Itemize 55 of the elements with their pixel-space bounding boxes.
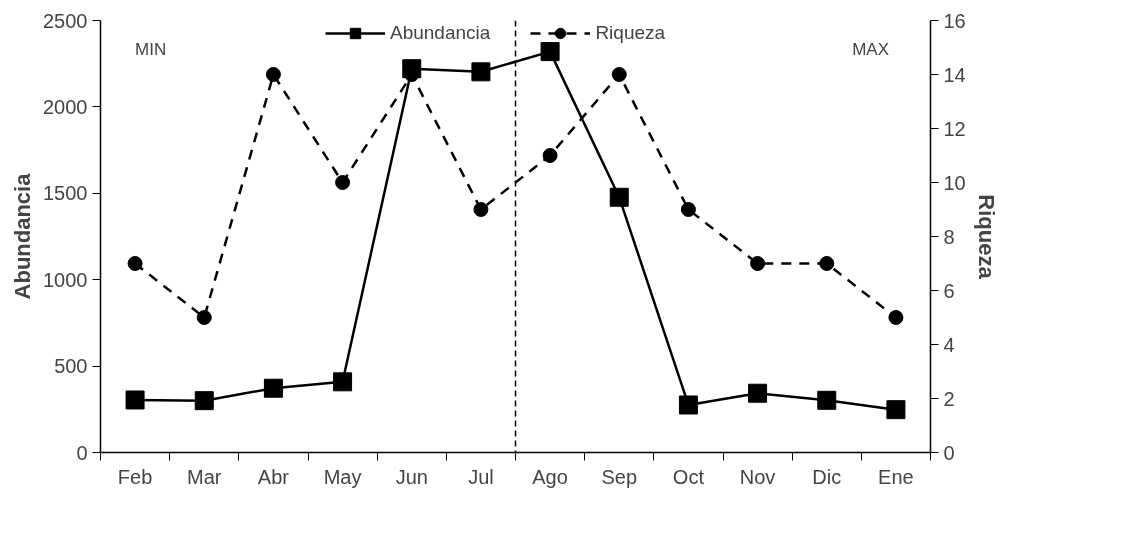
y-tick-label: 0	[76, 441, 88, 464]
y-tick-label: 2000	[43, 95, 88, 118]
y-tick-label: 1000	[43, 268, 88, 291]
point	[540, 42, 560, 62]
y2-tick-label: 6	[943, 279, 955, 302]
y2-tick-label: 0	[943, 441, 955, 464]
point	[886, 400, 906, 420]
point	[265, 67, 281, 82]
y-tick-label: 1500	[43, 182, 88, 205]
point	[196, 310, 212, 325]
x-tick-label: Dic	[812, 465, 842, 488]
point	[471, 62, 491, 82]
x-tick-label: May	[323, 465, 362, 488]
point	[335, 175, 351, 190]
point	[680, 202, 696, 217]
x-tick-label: Jun	[395, 465, 428, 488]
y-axis-title: Abundancia	[10, 172, 36, 300]
point	[125, 390, 145, 410]
annotation: MIN	[135, 39, 167, 59]
x-tick-label: Sep	[601, 465, 638, 488]
point	[263, 378, 283, 398]
x-tick-label: Ene	[878, 465, 914, 488]
point	[888, 310, 904, 325]
x-tick-label: Mar	[187, 465, 222, 488]
legend-label: Abundancia	[390, 21, 491, 45]
point	[473, 202, 489, 217]
x-tick-label: Nov	[739, 465, 776, 488]
x-tick-label: Oct	[672, 465, 705, 488]
y2-tick-label: 16	[943, 9, 966, 32]
y2-tick-label: 2	[943, 387, 955, 410]
y2-axis-title: Riqueza	[973, 194, 999, 280]
x-tick-label: Ago	[532, 465, 568, 488]
x-tick-label: Abr	[257, 465, 290, 488]
y2-tick-label: 10	[943, 171, 966, 194]
y-tick-label: 500	[54, 355, 88, 378]
point	[333, 372, 353, 392]
x-tick-label: Feb	[117, 465, 153, 488]
y2-tick-label: 4	[943, 333, 955, 356]
point	[678, 395, 698, 415]
point	[748, 383, 768, 403]
y2-tick-label: 8	[943, 225, 955, 248]
point	[194, 391, 214, 411]
point	[542, 148, 558, 163]
y-tick-label: 2500	[43, 9, 88, 32]
point	[819, 256, 835, 271]
point	[750, 256, 766, 271]
y2-tick-label: 14	[943, 63, 966, 86]
point	[817, 390, 837, 410]
legend-label: Riqueza	[595, 21, 666, 45]
point	[611, 67, 627, 82]
y2-tick-label: 12	[943, 117, 966, 140]
x-tick-label: Jul	[468, 465, 494, 488]
annotation: MAX	[852, 39, 889, 59]
point	[127, 256, 143, 271]
point	[609, 187, 629, 207]
